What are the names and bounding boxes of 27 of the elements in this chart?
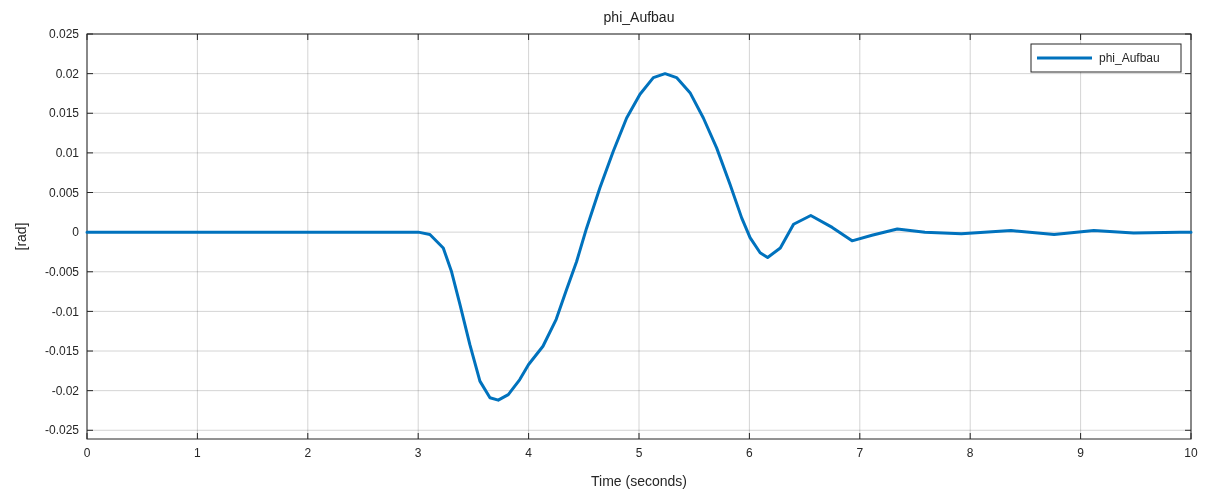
chart-title: phi_Aufbau [603, 9, 675, 25]
y-tick-label: 0.01 [55, 146, 80, 161]
y-tick-label: -0.025 [44, 423, 80, 438]
x-tick-label: 4 [525, 446, 533, 460]
y-tick-label: -0.005 [44, 264, 80, 279]
x-axis-title: Time (seconds) [591, 473, 687, 489]
x-tick-label: 8 [966, 446, 974, 460]
x-tick-label: 10 [1184, 446, 1198, 460]
x-tick-label: 3 [414, 446, 422, 460]
x-tick-label: 6 [746, 446, 754, 460]
x-tick-label: 9 [1077, 446, 1085, 460]
y-axis-title: [rad] [13, 222, 29, 251]
x-tick-label: 7 [856, 446, 864, 460]
y-tick-label: 0.015 [48, 106, 80, 121]
y-tick-label: 0.02 [55, 66, 80, 81]
y-tick-label: -0.015 [44, 344, 80, 359]
y-tick-label: -0.02 [51, 383, 80, 398]
x-tick-label: 2 [304, 446, 312, 460]
line-series [85, 72, 1193, 402]
y-tick-label: 0.005 [48, 185, 80, 200]
x-tick-label: 5 [635, 446, 643, 460]
x-tick-label: 0 [83, 446, 91, 460]
x-tick-label: 1 [194, 446, 202, 460]
y-tick-label: 0 [72, 225, 80, 240]
y-tick-label: -0.01 [51, 304, 80, 319]
legend-label: phi_Aufbau [1099, 51, 1160, 66]
y-tick-label: 0.025 [48, 27, 80, 42]
